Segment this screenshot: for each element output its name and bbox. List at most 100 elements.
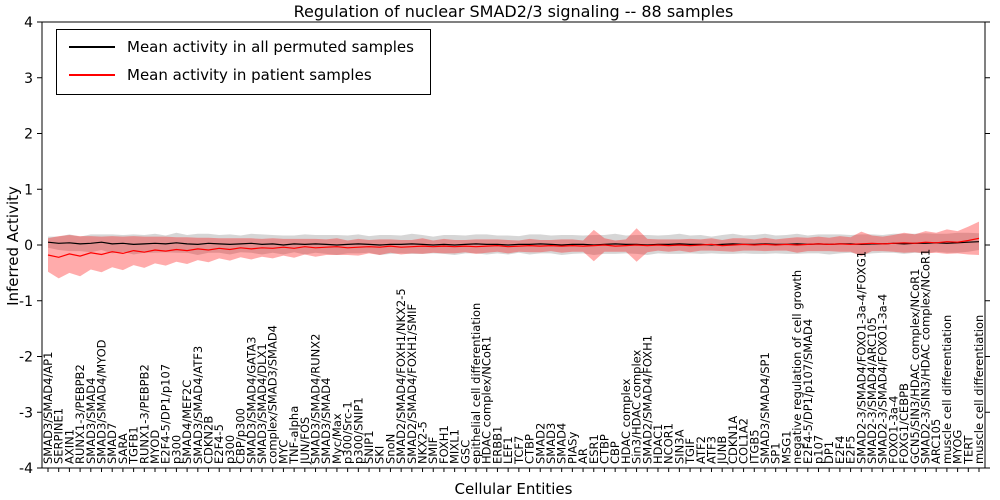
x-tick-label: SMAD2-3/SIN3/HDAC complex/NCoR1 [918, 249, 932, 464]
x-tick-label: CTBP [523, 434, 537, 464]
x-tick-label: SMAD3/SMAD4/DLX1 [255, 343, 269, 464]
x-tick-label: HDAC complex/NCoR1 [480, 336, 494, 464]
x-tick-label: TGIF [683, 438, 697, 465]
x-tick-label: HDAC complex [619, 378, 633, 464]
plot-frame [41, 21, 986, 469]
y-tick-label: -3 [19, 405, 33, 421]
chart-title: Regulation of nuclear SMAD2/3 signaling … [293, 2, 734, 21]
x-tick-label: SMAD3/SMAD4/RUNX2 [309, 334, 323, 464]
x-tick-label: GSC [458, 440, 472, 464]
x-tick-label: HDAC1 [651, 424, 665, 464]
x-tick-label: E2F4-5/DP1/p107 [159, 364, 173, 464]
legend-line-black-icon [69, 46, 115, 48]
patient-band [48, 221, 979, 279]
y-tick-label: -4 [19, 461, 33, 477]
x-tick-label: SMAD3/SMAD4/SP1 [758, 352, 772, 464]
x-tick-label: AXIN1 [62, 429, 76, 464]
x-tick-label: SMAD3/SMAD4/AP1 [41, 352, 55, 464]
legend-label-permuted: Mean activity in all permuted samples [127, 38, 414, 56]
legend-label-patient: Mean activity in patient samples [127, 66, 372, 84]
x-tick-label: SKI [373, 446, 387, 464]
x-tick-label: FOXG1/CEBPB [897, 383, 911, 464]
x-tick-label: JUNB [715, 436, 729, 465]
x-tick-label: p107 [811, 435, 825, 464]
x-tick-label: SMAD7 [105, 423, 119, 464]
x-tick-label: muscle cell differentiation [940, 315, 954, 464]
x-tick-label: muscle cell differentiation [972, 315, 986, 464]
x-tick-label: Myc/Max [330, 413, 344, 464]
x-tick-label: SMAD3/SMAD4 [84, 378, 98, 464]
x-tick-label: SnoN [383, 434, 397, 464]
x-tick-label: SMAD3/SMAD4 [319, 378, 333, 464]
legend-item-patient: Mean activity in patient samples [69, 66, 414, 84]
x-tick-label: SMAD2/SMAD4/FOXH1/SMIF [405, 304, 419, 464]
x-tick-label: p300 [223, 435, 237, 464]
x-tick-label: SMAD2-3/SMAD4/FOXO1-3a-4 [876, 294, 890, 464]
x-tick-label: p300/Src-1 [341, 401, 355, 464]
x-tick-label: E2F4 [833, 435, 847, 464]
x-tick-label: p300 [169, 435, 183, 464]
x-axis-label: Cellular Entities [454, 480, 573, 498]
x-tick-label: SMAD2/SMAD4/FOXH1 [640, 335, 654, 464]
x-tick-label: TERT [961, 435, 975, 465]
x-tick-label: ESR1 [587, 434, 601, 464]
x-tick-label: SMIF [426, 437, 440, 464]
legend: Mean activity in all permuted samples Me… [56, 29, 431, 95]
x-tick-label: TCF7 [512, 436, 526, 465]
x-tick-label: p300/SNIP1 [351, 397, 365, 464]
x-tick-label: epithelial cell differentiation [469, 303, 483, 464]
x-tick-label: MYOG [951, 430, 965, 464]
x-tick-label: Sin3/HDAC complex [630, 349, 644, 464]
x-tick-label: CBP [608, 441, 622, 464]
x-tick-label: LEF1 [501, 436, 515, 464]
x-tick-label: MYOD [148, 430, 162, 464]
x-tick-label: SMAD2-3/SMAD4/FOXO1-3a-4/FOXG1 [854, 251, 868, 464]
x-tick-label: SMAD2 [533, 423, 547, 464]
x-tick-label: SMAD2-3/SMAD4/ARC105 [865, 317, 879, 464]
x-tick-label: SMAD3/SMAD4/ATF3 [191, 346, 205, 464]
x-tick-label: SP1 [769, 442, 783, 464]
y-tick-label: -2 [19, 350, 33, 366]
x-tick-label: RUNX1-3/PEBPB2 [137, 364, 151, 464]
x-tick-label: SMAD4/MEF2C [180, 380, 194, 464]
x-tick-label: ATF2 [694, 436, 708, 464]
x-tick-label: CDKN1A [726, 416, 740, 464]
x-tick-label: DP1 [822, 441, 836, 464]
x-tick-label: SIN3A [672, 429, 686, 464]
x-tick-label: TGFB1 [127, 426, 141, 465]
permuted-band [48, 232, 979, 255]
x-tick-label: SARA [116, 433, 130, 464]
x-tick-label: ARC105 [929, 419, 943, 464]
x-tick-label: CBP/p300 [234, 408, 248, 464]
x-tick-label: FOXO1-3a-4 [886, 396, 900, 464]
x-tick-label: E2F4-5 [212, 424, 226, 464]
x-tick-label: E2F5 [844, 435, 858, 464]
x-tick-label: ITGB5 [747, 429, 761, 464]
x-tick-label: SMAD3 [544, 423, 558, 464]
x-tick-label: SMAD2/SMAD4/FOXH1/NKX2-5 [394, 288, 408, 464]
x-tick-label: ATF3 [704, 436, 718, 464]
x-tick-label: SMAD3/SMAD4/GATA3 [244, 337, 258, 464]
y-tick-label: 2 [24, 127, 33, 143]
x-tick-label: CDKN2B [202, 416, 216, 464]
x-tick-label: JUN/FOS [298, 417, 312, 465]
x-tick-label: MIXL1 [448, 429, 462, 464]
patient-mean-line [47, 237, 980, 258]
x-tick-label: SNIP1 [362, 430, 376, 464]
y-tick-label: -1 [19, 294, 33, 310]
x-tick-label: GCN5/SIN3/HDAC complex/NCoR1 [908, 269, 922, 464]
x-tick-label: FOXH1 [437, 425, 451, 464]
x-tick-label: PIASy [565, 432, 579, 464]
x-tick-label: SMAD4 [555, 423, 569, 464]
legend-line-red-icon [69, 74, 115, 76]
x-tick-label: RUNX1-3/PEBPB2 [73, 364, 87, 464]
x-tick-label: negative regulation of cell growth [790, 270, 804, 464]
x-tick-label: COL1A2 [737, 418, 751, 464]
x-tick-label: SMAD3/SMAD4/MYOD [95, 339, 109, 464]
y-tick-label: 3 [24, 71, 33, 87]
x-tick-label: ERBB1 [490, 426, 504, 464]
y-tick-label: 1 [24, 182, 33, 198]
x-tick-label: CTBP [597, 434, 611, 464]
